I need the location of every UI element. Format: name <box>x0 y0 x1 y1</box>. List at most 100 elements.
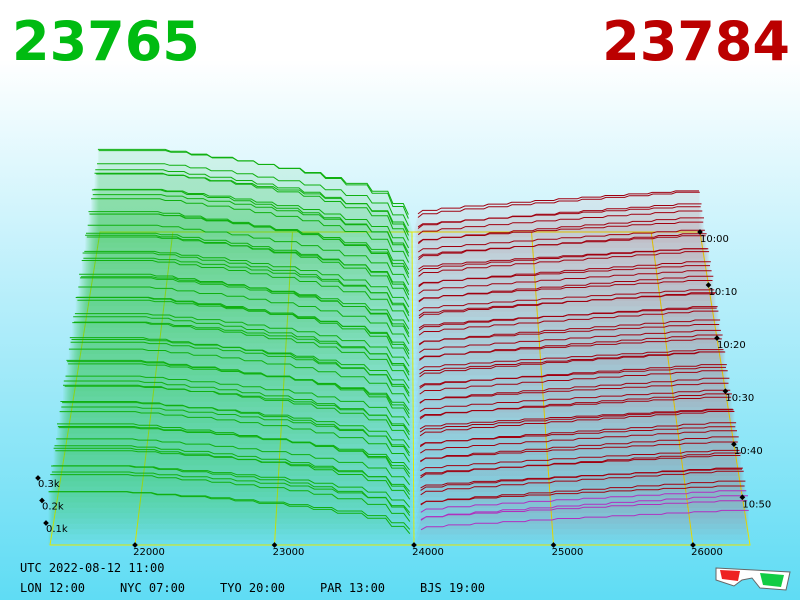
ask-depth-line <box>418 289 715 312</box>
ask-depth-line <box>418 324 720 345</box>
price-grid-line <box>650 231 694 546</box>
time-label: 10:10 <box>708 287 737 298</box>
city-time: BJS 19:00 <box>420 581 485 595</box>
ask-depth-line <box>419 364 727 389</box>
bid-depth-line <box>84 250 410 308</box>
bid-area <box>63 381 415 450</box>
ask-depth-line <box>420 449 740 472</box>
ask-price: 23784 <box>602 10 790 73</box>
bid-depth-line <box>85 234 410 300</box>
bid-area <box>79 274 415 355</box>
time-label: 10:20 <box>717 340 746 351</box>
price-tick <box>271 542 278 548</box>
ask-depth-line <box>417 217 704 245</box>
bid-depth-line <box>91 198 410 263</box>
bid-depth-line <box>57 423 411 478</box>
time-tick <box>705 282 712 288</box>
ask-depth-line <box>419 382 729 404</box>
bid-depth-line <box>86 232 410 296</box>
bid-depth-line <box>97 163 409 227</box>
time-tick <box>739 494 746 501</box>
time-label: 10:00 <box>700 234 729 245</box>
ask-depth-line <box>417 191 700 218</box>
ask-depth-line <box>418 270 712 295</box>
volume-label: 0.3k <box>38 479 60 490</box>
ask-depth-line <box>420 480 746 506</box>
volume-tick <box>43 520 49 526</box>
bid-depth-line <box>51 465 411 516</box>
ask-depth-line <box>420 470 744 496</box>
bid-depth-line <box>82 252 410 317</box>
floor <box>49 231 751 546</box>
city-time: LON 12:00 <box>20 581 85 595</box>
ask-depth-line <box>420 495 748 521</box>
bid-depth-line <box>62 402 410 449</box>
ask-depth-line <box>419 351 726 378</box>
price-grid-line <box>274 231 293 546</box>
ask-depth-line <box>419 408 733 430</box>
utc-time: UTC 2022-08-12 11:00 <box>20 561 165 575</box>
bid-depth-line <box>83 257 410 313</box>
bid-area <box>53 448 416 514</box>
bid-area <box>89 214 414 291</box>
ask-depth-line <box>420 430 737 454</box>
time-tick <box>722 388 729 394</box>
ask-depth-line <box>419 334 723 361</box>
time-tick <box>697 229 703 235</box>
bid-depth-line <box>74 313 410 367</box>
ask-depth-line <box>418 261 711 288</box>
bid-area <box>82 253 414 333</box>
ask-depth-line <box>420 490 747 513</box>
bid-area <box>84 251 414 323</box>
ask-depth-line <box>419 370 728 395</box>
bid-depth-line <box>87 224 410 286</box>
bid-area <box>68 349 415 418</box>
ask-depth-line <box>419 411 735 437</box>
bid-area <box>96 174 414 248</box>
time-label: 10:40 <box>734 446 763 457</box>
ask-depth-line <box>420 436 739 463</box>
ask-depth-line <box>418 310 719 336</box>
bid-area <box>66 360 415 434</box>
bid-depth-line <box>63 384 410 441</box>
ask-depth-line <box>418 229 705 253</box>
ask-depth-line <box>418 292 716 319</box>
bid-area <box>57 423 416 492</box>
price-grid-line <box>411 231 415 546</box>
city-time: PAR 13:00 <box>320 581 385 595</box>
ask-depth-line <box>420 467 743 491</box>
bid-depth-line <box>54 445 411 495</box>
price-tick <box>411 542 417 548</box>
bid-area <box>74 322 415 386</box>
city-time: TYO 20:00 <box>220 581 285 595</box>
bid-depth-line <box>97 148 409 219</box>
price-tick <box>550 542 557 548</box>
bid-depth-line <box>75 297 410 359</box>
ask-depth-line <box>420 485 745 505</box>
bid-depth-line <box>59 411 410 463</box>
bid-depth-line <box>92 194 410 254</box>
bid-depth-line <box>48 491 411 535</box>
bid-area <box>75 297 415 376</box>
time-tick <box>714 335 720 341</box>
price-label: 25000 <box>552 547 584 558</box>
ask-depth-line <box>418 248 709 273</box>
bid-depth-line <box>60 401 410 457</box>
bid-area <box>97 163 414 243</box>
volume-label: 0.1k <box>46 524 68 535</box>
glasses-icon <box>715 567 791 591</box>
ask-depth-line <box>420 500 748 521</box>
ask-depth-line <box>418 251 710 277</box>
ask-depth-line <box>419 389 731 413</box>
ask-depth-line <box>419 351 725 375</box>
bid-depth-line <box>94 172 409 241</box>
bid-depth-line <box>91 189 410 257</box>
bid-area <box>48 491 416 545</box>
bid-area <box>65 376 415 439</box>
bid-depth-line <box>51 471 411 514</box>
ask-depth-line <box>419 422 737 448</box>
price-label: 24000 <box>412 547 444 558</box>
bid-depth-line <box>68 348 410 404</box>
ask-depth-line <box>418 275 714 303</box>
bid-depth-line <box>79 273 410 338</box>
